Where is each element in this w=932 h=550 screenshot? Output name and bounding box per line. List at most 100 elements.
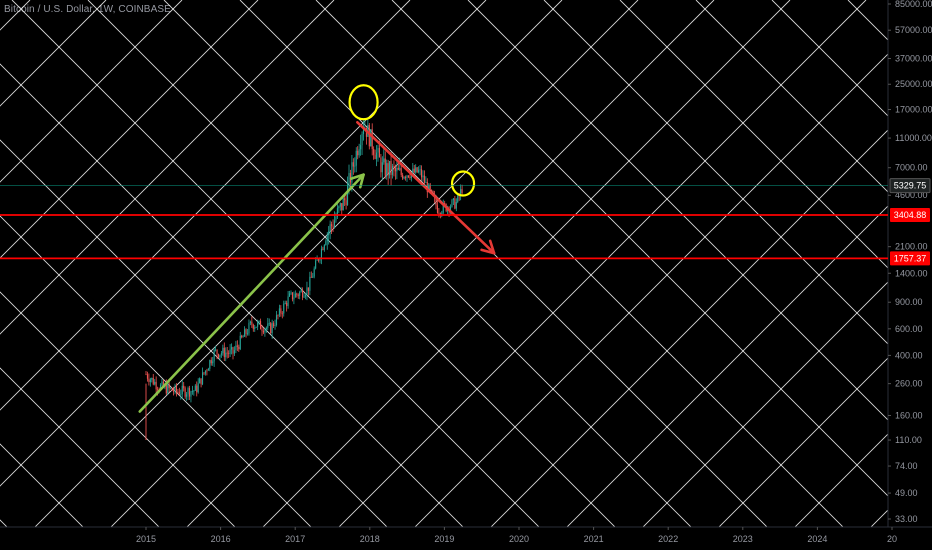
x-tick-label: 2024	[807, 534, 827, 544]
grid-line	[543, 0, 888, 345]
candle-body	[151, 377, 153, 380]
candle-body	[406, 175, 408, 178]
candle-body	[333, 220, 336, 228]
candle-body	[374, 154, 376, 159]
candle-body	[371, 129, 373, 150]
candle-body	[376, 152, 378, 159]
candle-body	[283, 303, 285, 314]
candle-body	[455, 202, 457, 209]
downtrend-arrow-head	[480, 239, 496, 255]
candle-body	[149, 379, 151, 383]
grid-line	[566, 205, 888, 527]
candle-body	[425, 182, 427, 183]
candle-body	[231, 347, 233, 350]
candle-body	[181, 385, 183, 395]
grid-line	[771, 0, 888, 117]
candle-body	[291, 292, 293, 300]
grid-line	[642, 281, 888, 527]
candle-body	[239, 335, 241, 350]
candle-body	[315, 260, 317, 269]
candle-body	[393, 166, 395, 168]
candle-body	[435, 198, 437, 206]
candle-body	[354, 165, 356, 167]
candle-body	[207, 368, 209, 371]
candle-body	[267, 323, 269, 328]
candle-body	[233, 350, 235, 354]
candle-body	[173, 390, 175, 392]
grid-line	[414, 53, 888, 527]
candle-body	[241, 335, 243, 338]
candle-body	[273, 323, 275, 327]
grid-line	[490, 129, 888, 527]
candle-body	[194, 385, 196, 391]
horizontal-levels: 5329.75 3404.88 1757.37	[0, 178, 931, 266]
candle-body	[197, 383, 199, 393]
candle-body	[394, 167, 396, 172]
uptrend-arrow	[138, 173, 365, 413]
candle-body	[215, 349, 217, 351]
annotations	[138, 84, 496, 413]
x-tick-label: 2017	[285, 534, 305, 544]
candle-body	[419, 169, 421, 171]
candle-body	[294, 293, 296, 298]
candle-body	[431, 189, 433, 192]
candle-body	[255, 326, 257, 328]
candle-body	[444, 202, 446, 205]
y-tick-label: 110.00	[895, 435, 922, 445]
uptrend-arrow-head	[349, 173, 365, 189]
x-tick-label: 2016	[211, 534, 231, 544]
candle-body	[309, 276, 311, 291]
candle-body	[383, 158, 385, 163]
candle-body	[286, 302, 288, 307]
candle-body	[202, 372, 204, 385]
candle-body	[409, 177, 411, 179]
candle-body	[228, 353, 230, 355]
x-tick-label: 2021	[584, 534, 604, 544]
candle-body	[325, 241, 327, 246]
symbol-title: Bitcoin / U.S. Dollar, 1W, COINBASE	[4, 4, 171, 15]
y-tick-label: 400.00	[895, 350, 923, 360]
grid-line	[0, 139, 388, 527]
candle-body	[171, 387, 173, 391]
candle-body	[377, 147, 379, 153]
price-tag-label: 3404.88	[894, 210, 927, 220]
candle-body	[262, 330, 264, 333]
grid-line	[0, 291, 236, 527]
candle-body	[386, 163, 388, 176]
candle-body	[220, 353, 222, 355]
candle-body	[155, 381, 157, 390]
candle-body	[412, 168, 414, 173]
candle-body	[438, 212, 440, 214]
candle-body	[390, 161, 392, 175]
candle-body	[304, 294, 307, 297]
candle-body	[313, 268, 315, 277]
candle-body	[323, 245, 325, 250]
candle-body	[358, 149, 360, 156]
grid-line	[0, 0, 31, 31]
candle-body	[407, 175, 409, 178]
candle-body	[329, 224, 331, 232]
grid-line	[0, 0, 411, 411]
candle-body	[175, 385, 177, 392]
x-tick-label: 2019	[434, 534, 454, 544]
candle-body	[289, 293, 291, 297]
candle-body	[338, 206, 340, 209]
candle-body	[420, 169, 423, 178]
candle-body	[145, 374, 147, 376]
candle-body	[399, 168, 401, 170]
candle-body	[400, 168, 402, 175]
candle-body	[355, 150, 357, 166]
candle-body	[360, 145, 362, 150]
candle-body	[177, 391, 179, 393]
candle-body	[423, 175, 425, 183]
candle-body	[352, 162, 354, 167]
candle-body	[229, 349, 231, 354]
candle-body	[428, 184, 430, 193]
y-tick-label: 85000.00	[895, 0, 932, 9]
grid-line	[262, 0, 791, 527]
y-tick-label: 74.00	[895, 461, 918, 471]
candlestick-series	[145, 118, 463, 441]
price-tag-box	[889, 178, 931, 194]
x-tick-label: 2022	[658, 534, 678, 544]
